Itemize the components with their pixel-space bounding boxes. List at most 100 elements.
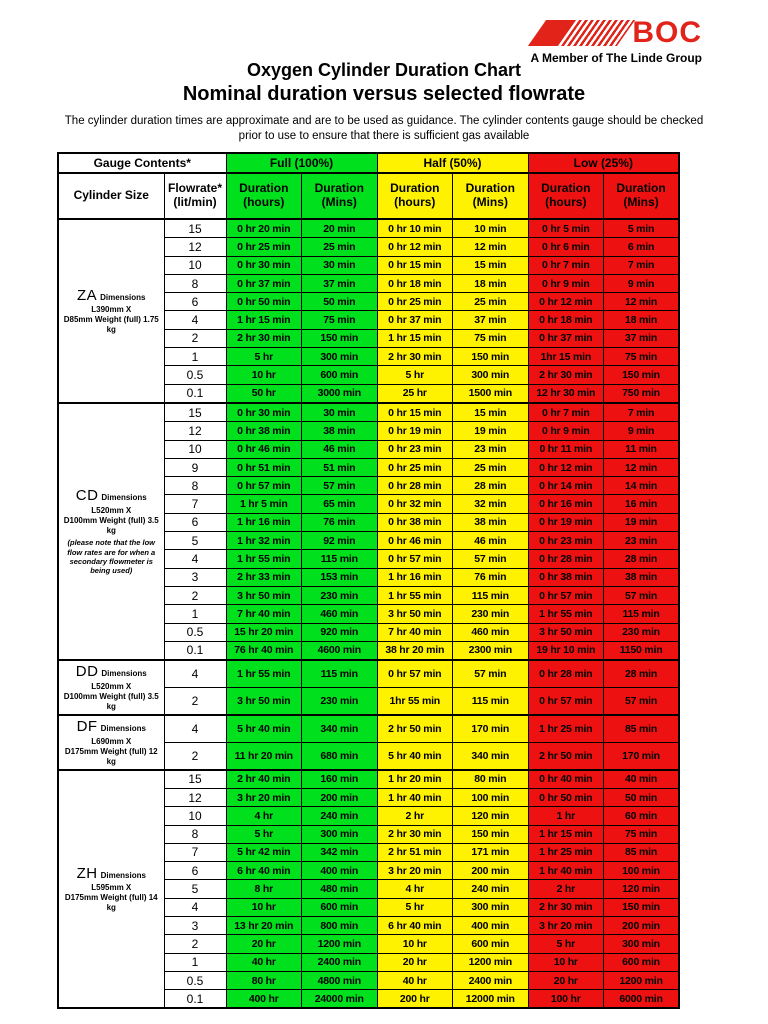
flowrate-cell: 15 [163,768,227,789]
duration-cell: 10 hr [225,897,302,918]
duration-cell: 57 min [301,476,378,496]
duration-cell: 600 min [301,897,378,918]
duration-cell: 0 hr 28 min [376,476,454,496]
duration-cell: 75 min [452,328,529,349]
duration-cell: 38 hr 20 min [376,640,454,661]
duration-cell: 5 hr [225,347,302,367]
duration-cell: 160 min [301,768,378,789]
duration-cell: 300 min [452,365,529,385]
duration-cell: 75 min [603,824,680,844]
duration-cell: 2300 min [452,640,529,661]
duration-cell: 38 min [301,421,378,441]
mins-word: (Mins) [472,195,508,209]
duration-cell: 40 hr [376,970,454,991]
duration-cell: 400 min [452,915,529,936]
flowrate-cell: 8 [163,273,227,294]
cylinder-weight: D100mm Weight (full) 3.5 kg [63,516,159,536]
duration-cell: 30 min [301,255,378,275]
duration-cell: 0 hr 46 min [376,531,454,551]
cylinder-dimensions: Dimensions L595mm X [91,870,146,893]
table-row: 10 0 hr 30 min 30 min 0 hr 15 min 15 min 0 hr… [58,255,680,275]
flowrate-cell: 6 [163,861,227,881]
duration-cell: 18 min [452,273,529,294]
duration-cell: 0 hr 14 min [527,476,605,496]
duration-cell: 0 hr 18 min [527,310,605,330]
table-row: ZA Dimensions L390mm X D85mm Weight (full)… [57,218,680,404]
duration-cell: 50 hr [225,383,302,404]
flowrate-header: Flowrate* (lit/min) [163,172,227,220]
cylinder-dimensions: Dimensions L520mm X [91,493,147,516]
mins-word: (Mins) [321,195,357,209]
duration-cell: 0 hr 9 min [527,273,605,294]
duration-cell: 76 min [452,567,529,587]
duration-cell: 85 min [603,713,680,743]
duration-cell: 57 min [603,686,680,716]
duration-cell: 85 min [603,842,680,863]
duration-cell: 680 min [301,741,378,771]
duration-cell: 0 hr 57 min [527,686,605,716]
duration-cell: 80 min [452,768,529,789]
duration-cell: 2 hr 30 min [225,328,302,349]
flowrate-cell: 0.1 [163,989,227,1009]
duration-cell: 57 min [452,659,529,689]
duration-cell: 1 hr 55 min [376,585,454,606]
duration-cell: 10 hr [225,365,302,385]
cylinder-weight: D100mm Weight (full) 3.5 kg [63,691,159,711]
cylinder-code: DD [75,663,99,681]
flowrate-cell: 10 [163,806,227,826]
duration-cell: 12 min [452,237,529,257]
duration-cell: 200 min [301,787,378,808]
duration-cell: 170 min [452,713,529,743]
duration-cell: 8 hr [225,879,302,899]
half-header: Half (50%) [376,152,529,174]
duration-cell: 4 hr [225,806,302,826]
duration-cell: 0 hr 25 min [225,237,302,257]
duration-cell: 1hr 55 min [376,686,454,716]
duration-cell: 7 hr 40 min [225,604,302,624]
duration-word: Duration [465,181,515,196]
duration-cell: 0 hr 37 min [527,328,605,349]
duration-cell: 0 hr 51 min [225,457,302,478]
duration-cell: 0 hr 46 min [225,439,302,459]
duration-cell: 920 min [301,622,378,642]
duration-cell: 1 hr 40 min [376,787,454,808]
duration-cell: 2 hr [376,806,454,826]
duration-cell: 800 min [301,915,378,936]
duration-cell: 15 hr 20 min [225,622,302,642]
duration-cell: 0 hr 57 min [376,549,454,569]
duration-cell: 19 min [603,512,680,533]
boc-logo: BOC A Member of The Linde Group [497,16,702,65]
duration-cell: 3 hr 20 min [225,787,302,808]
duration-cell: 0 hr 12 min [376,237,454,257]
hours-word: (hours) [394,195,436,209]
duration-cell: 150 min [452,824,529,844]
duration-cell: 1200 min [452,952,529,972]
duration-cell: 0 hr 18 min [376,273,454,294]
table-row: DF Dimensions L690mm X D175mm Weight (full… [57,713,680,771]
flowrate-cell: 0.1 [163,383,227,404]
table-row: ZH Dimensions L595mm X D175mm Weight (full… [57,768,680,1009]
duration-cell: 0 hr 28 min [527,549,605,569]
duration-cell: 1 hr 25 min [527,713,605,743]
cylinder-weight: D175mm Weight (full) 12 kg [64,746,158,766]
low-mins-header: Duration (Mins) [603,172,680,220]
flowrate-cell: 7 [163,494,227,514]
cylinder-dimensions: Dimensions L390mm X [91,292,146,315]
duration-cell: 170 min [603,741,680,771]
flowrate-cell: 0.5 [163,365,227,385]
duration-cell: 23 min [603,531,680,551]
duration-cell: 0 hr 19 min [527,512,605,533]
duration-cell: 0 hr 15 min [376,401,454,423]
duration-cell: 300 min [301,824,378,844]
duration-cell: 750 min [603,383,680,404]
duration-cell: 5 hr [225,824,302,844]
flowrate-header-unit: (lit/min) [173,195,217,209]
duration-cell: 1 hr 16 min [225,512,302,533]
guidance-note: The cylinder duration times are approxim… [64,115,704,142]
cylinder-label: DF Dimensions L690mm X D175mm Weight (full… [57,713,165,771]
